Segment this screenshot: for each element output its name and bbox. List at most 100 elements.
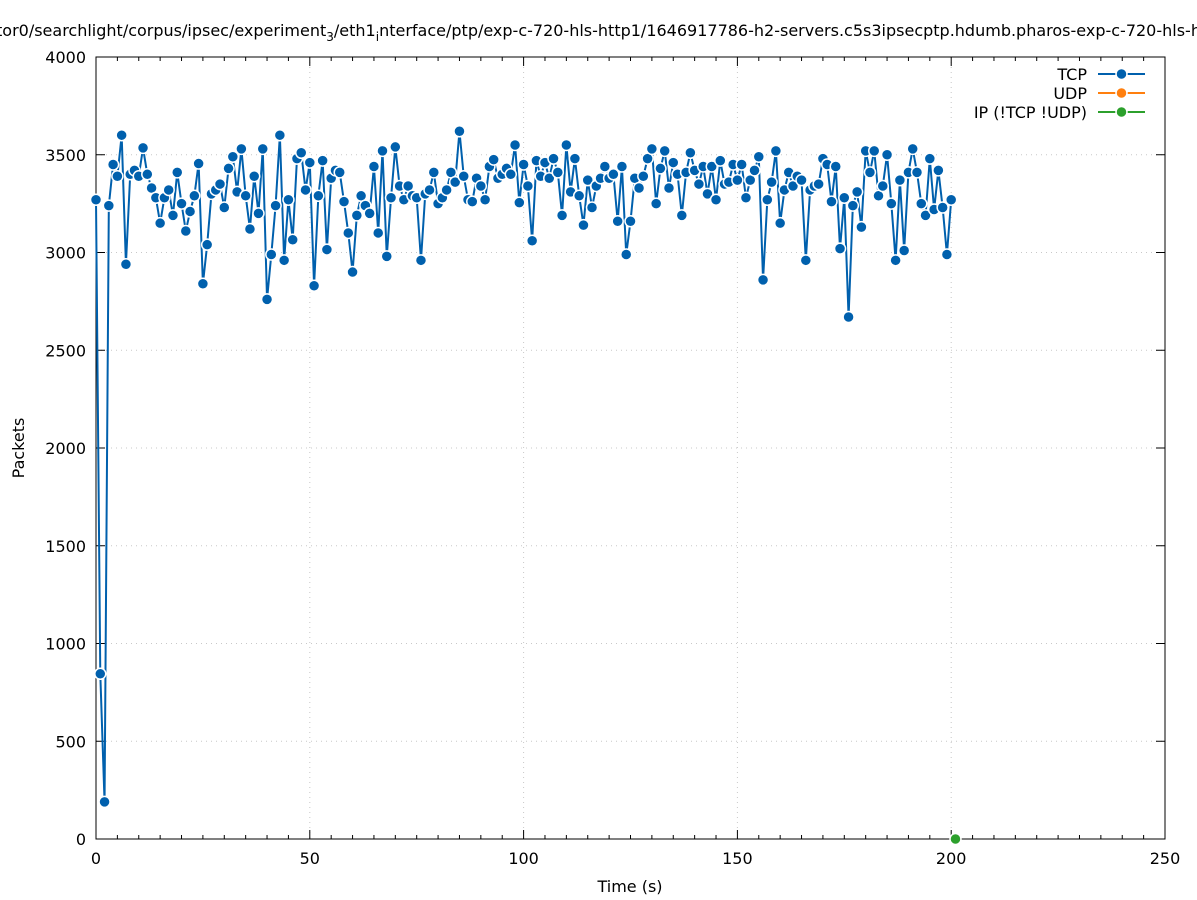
data-point-tcp xyxy=(106,158,120,171)
data-point-tcp xyxy=(624,214,637,228)
legend-label-tcp: TCP xyxy=(1056,65,1087,84)
data-point-tcp xyxy=(923,152,937,165)
data-point-tcp xyxy=(239,189,252,203)
data-point-tcp xyxy=(277,254,291,267)
data-point-tcp xyxy=(611,214,624,228)
series-ip-tcp-udp xyxy=(949,832,962,846)
legend-marker-tcp xyxy=(1115,67,1128,81)
data-point-tcp xyxy=(303,156,317,169)
data-point-tcp xyxy=(662,181,676,195)
data-point-tcp xyxy=(684,146,697,160)
data-point-tcp xyxy=(906,142,919,156)
data-point-tcp xyxy=(200,238,214,251)
x-tick-label: 50 xyxy=(300,849,320,868)
data-point-tcp xyxy=(615,160,629,173)
data-point-tcp xyxy=(919,209,932,222)
data-point-tcp xyxy=(765,175,778,189)
data-point-tcp xyxy=(555,209,569,222)
title-part-3: nterface/ptp/exp-c-720-hls-http1/1646917… xyxy=(379,21,1197,40)
data-point-tcp xyxy=(735,158,748,171)
data-point-tcp xyxy=(179,224,193,238)
title-subscript-2: i xyxy=(376,30,379,44)
data-point-tcp xyxy=(166,209,180,222)
data-point-tcp xyxy=(170,166,184,179)
data-point-tcp xyxy=(748,164,761,177)
data-point-tcp xyxy=(714,154,727,167)
data-point-tcp xyxy=(508,138,522,152)
data-point-tcp xyxy=(235,142,248,156)
data-point-tcp xyxy=(222,162,235,175)
data-point-tcp xyxy=(795,173,808,187)
data-point-tcp xyxy=(294,146,308,160)
data-point-tcp xyxy=(543,171,556,185)
y-tick-label: 3500 xyxy=(45,146,86,165)
data-point-tcp xyxy=(654,162,667,175)
y-tick-label: 1000 xyxy=(45,635,86,654)
tick-labels: 0 500 1000 1500 2000 2500 3000 3500 4000 0 50 100 15… xyxy=(45,48,1180,868)
data-point-tcp xyxy=(756,273,770,287)
data-point-tcp xyxy=(692,177,706,191)
x-tick-label: 100 xyxy=(508,849,539,868)
data-point-tcp xyxy=(299,183,312,197)
data-point-tcp xyxy=(389,140,402,154)
data-point-tcp xyxy=(632,181,646,195)
data-point-tcp xyxy=(846,199,860,212)
data-point-tcp xyxy=(893,173,907,187)
data-point-tcp xyxy=(89,193,103,206)
data-point-tcp xyxy=(880,148,894,161)
grid-lines xyxy=(96,57,1165,839)
data-point-tcp xyxy=(581,173,594,187)
data-point-tcp xyxy=(897,244,911,257)
data-point-tcp xyxy=(196,277,210,291)
x-tick-label: 0 xyxy=(91,849,101,868)
data-point-tcp xyxy=(218,201,231,214)
data-point-tcp xyxy=(910,166,924,179)
data-point-tcp xyxy=(752,150,766,163)
data-point-tcp xyxy=(312,189,325,203)
data-point-tcp xyxy=(346,265,359,279)
data-point-tcp xyxy=(932,164,945,177)
data-point-tcp xyxy=(637,170,650,183)
x-axis-title: Time (s) xyxy=(596,877,662,896)
data-point-tcp xyxy=(885,197,898,210)
y-tick-label: 2000 xyxy=(45,439,86,458)
data-point-tcp xyxy=(525,234,539,248)
data-point-tcp xyxy=(342,226,355,240)
data-point-tcp xyxy=(350,209,364,222)
legend-label-ip: IP (!TCP !UDP) xyxy=(974,103,1087,122)
data-point-tcp xyxy=(585,201,599,214)
data-point-tcp xyxy=(414,254,428,267)
data-point-tcp xyxy=(838,191,851,205)
data-point-tcp xyxy=(667,156,680,169)
data-point-tcp xyxy=(119,257,133,271)
data-point-tcp xyxy=(282,193,295,206)
data-point-tcp xyxy=(701,187,714,201)
data-point-tcp xyxy=(102,199,116,212)
legend-marker-udp xyxy=(1115,86,1128,100)
data-point-tcp xyxy=(371,226,385,240)
data-point-tcp xyxy=(273,128,287,142)
data-point-tcp xyxy=(709,193,723,206)
data-point-tcp xyxy=(367,160,381,173)
data-point-tcp xyxy=(658,144,671,158)
data-point-tcp xyxy=(521,179,535,193)
data-point-tcp xyxy=(517,158,530,171)
y-tick-label: 500 xyxy=(55,732,86,751)
data-point-tcp xyxy=(286,233,299,247)
data-point-tcp xyxy=(876,179,890,193)
data-point-tcp xyxy=(252,207,265,220)
y-tick-label: 4000 xyxy=(45,48,86,67)
data-point-tcp xyxy=(474,179,488,193)
data-point-tcp xyxy=(842,310,855,324)
data-point-tcp xyxy=(376,144,389,158)
data-point-tcp xyxy=(256,142,270,156)
data-point-tcp xyxy=(448,175,462,189)
data-point-tcp xyxy=(504,168,518,181)
series-line-tcp xyxy=(95,130,953,803)
data-point-tcp xyxy=(384,191,398,205)
data-point-tcp xyxy=(307,279,321,292)
data-point-tcp xyxy=(213,177,227,191)
title-subscript-1: 3 xyxy=(326,30,334,44)
data-point-tcp xyxy=(363,207,376,220)
